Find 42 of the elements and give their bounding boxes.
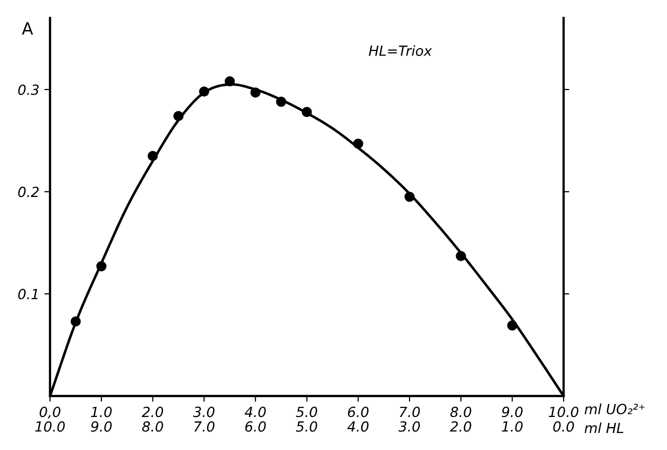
x-tick-label: 6.0 (348, 406, 369, 418)
y-tick-label: 0.1 (18, 288, 38, 300)
point (224, 76, 235, 86)
x-tick-label: 7.0 (400, 406, 420, 418)
x-tick-label: 8.0 (450, 406, 472, 418)
x-tick-label: 9.0 (502, 406, 523, 418)
x-tick-label: 5.0 (296, 406, 318, 418)
point (199, 86, 210, 97)
x-axis-title: ml UO₂²⁺ (584, 404, 645, 414)
point (148, 150, 158, 162)
x2-tick-label: 1.0 (502, 421, 523, 432)
point (250, 87, 261, 98)
x2-tick-label: 3.0 (398, 421, 420, 432)
x2-tick-label: 2.0 (450, 421, 472, 432)
y-tick-label: 0.2 (18, 186, 39, 198)
x2-tick-label: 8.0 (142, 421, 164, 432)
x2-tick-label: 7.0 (194, 421, 214, 432)
point (456, 250, 466, 262)
x2-axis-title: ml HL (584, 422, 624, 434)
x2-tick-label: 5.0 (296, 421, 318, 432)
x-tick-label: 3.0 (193, 406, 214, 418)
y-tick-label: 0.3 (18, 84, 39, 95)
point (507, 320, 518, 331)
x2-tick-label: 4.0 (347, 421, 369, 432)
point (404, 192, 415, 202)
x-tick-label: 1.0 (91, 406, 112, 418)
point (70, 316, 81, 327)
annotation: HL=Triox (368, 45, 432, 56)
x2-tick-label: 0.0 (553, 421, 574, 432)
x-tick-label: 4.0 (244, 406, 266, 418)
x2-tick-label: 6.0 (245, 421, 266, 432)
point (173, 110, 184, 122)
point (96, 261, 106, 272)
x2-tick-label: 10.0 (35, 421, 65, 432)
point (276, 96, 286, 107)
x-tick-label: 2.0 (142, 406, 164, 418)
point (302, 106, 312, 118)
y-axis-title: A (22, 22, 34, 34)
x2-tick-label: 9.0 (90, 421, 112, 432)
x-tick-label: 0,0 (40, 406, 60, 419)
x-tick-label: 10.0 (548, 406, 578, 418)
point (353, 138, 364, 149)
